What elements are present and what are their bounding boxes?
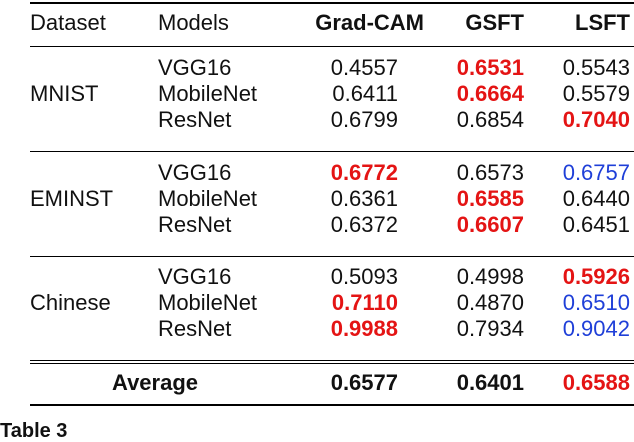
model-name: ResNet bbox=[158, 107, 232, 132]
score-cell: 0.4998 bbox=[456, 264, 524, 289]
score-cell: 0.6573 bbox=[456, 160, 524, 185]
score-cell: 0.5543 bbox=[562, 55, 630, 80]
average-rule-b bbox=[30, 363, 634, 364]
table-caption: Table 3 bbox=[0, 420, 68, 442]
dataset-label: MNIST bbox=[30, 81, 99, 106]
header-models: Models bbox=[158, 10, 229, 35]
score-cell: 0.6854 bbox=[456, 107, 524, 132]
score-cell: 0.6451 bbox=[562, 212, 630, 237]
average-cell: 0.6401 bbox=[456, 370, 524, 395]
header-gsft: GSFT bbox=[465, 10, 524, 35]
score-cell: 0.6607 bbox=[456, 212, 524, 237]
score-cell: 0.6772 bbox=[330, 160, 398, 185]
model-name: VGG16 bbox=[158, 160, 232, 185]
top-rule bbox=[30, 2, 634, 4]
score-cell: 0.7934 bbox=[456, 316, 524, 341]
score-cell: 0.5579 bbox=[562, 81, 630, 106]
model-name: MobileNet bbox=[158, 290, 258, 315]
score-cell: 0.5926 bbox=[562, 264, 630, 289]
score-cell: 0.6361 bbox=[330, 186, 398, 211]
average-cell: 0.6577 bbox=[330, 370, 398, 395]
model-name: ResNet bbox=[158, 212, 232, 237]
header-grad-cam: Grad-CAM bbox=[315, 10, 424, 35]
model-name: ResNet bbox=[158, 316, 232, 341]
model-name: VGG16 bbox=[158, 55, 232, 80]
group-rule-1 bbox=[30, 151, 634, 152]
score-cell: 0.4557 bbox=[330, 55, 398, 80]
bottom-rule bbox=[30, 404, 634, 406]
average-rule-a bbox=[30, 360, 634, 361]
model-name: VGG16 bbox=[158, 264, 232, 289]
score-cell: 0.6664 bbox=[456, 81, 524, 106]
score-cell: 0.6411 bbox=[332, 81, 398, 106]
average-label: Average bbox=[112, 370, 199, 395]
header-lsft: LSFT bbox=[575, 10, 630, 35]
score-cell: 0.6510 bbox=[562, 290, 630, 315]
score-cell: 0.7110 bbox=[331, 290, 398, 315]
model-name: MobileNet bbox=[158, 186, 258, 211]
score-cell: 0.6440 bbox=[562, 186, 630, 211]
score-cell: 0.9042 bbox=[562, 316, 630, 341]
score-cell: 0.5093 bbox=[330, 264, 398, 289]
dataset-label: EMINST bbox=[30, 186, 114, 211]
score-cell: 0.7040 bbox=[562, 107, 630, 132]
score-cell: 0.4870 bbox=[456, 290, 524, 315]
score-cell: 0.9988 bbox=[330, 316, 398, 341]
header-rule bbox=[30, 46, 634, 47]
header-dataset: Dataset bbox=[30, 10, 106, 35]
dataset-label: Chinese bbox=[30, 290, 111, 315]
score-cell: 0.6585 bbox=[456, 186, 524, 211]
score-cell: 0.6799 bbox=[330, 107, 398, 132]
score-cell: 0.6531 bbox=[456, 55, 524, 80]
model-name: MobileNet bbox=[158, 81, 258, 106]
average-cell: 0.6588 bbox=[562, 370, 630, 395]
score-cell: 0.6372 bbox=[330, 212, 398, 237]
group-rule-2 bbox=[30, 256, 634, 257]
score-cell: 0.6757 bbox=[562, 160, 630, 185]
